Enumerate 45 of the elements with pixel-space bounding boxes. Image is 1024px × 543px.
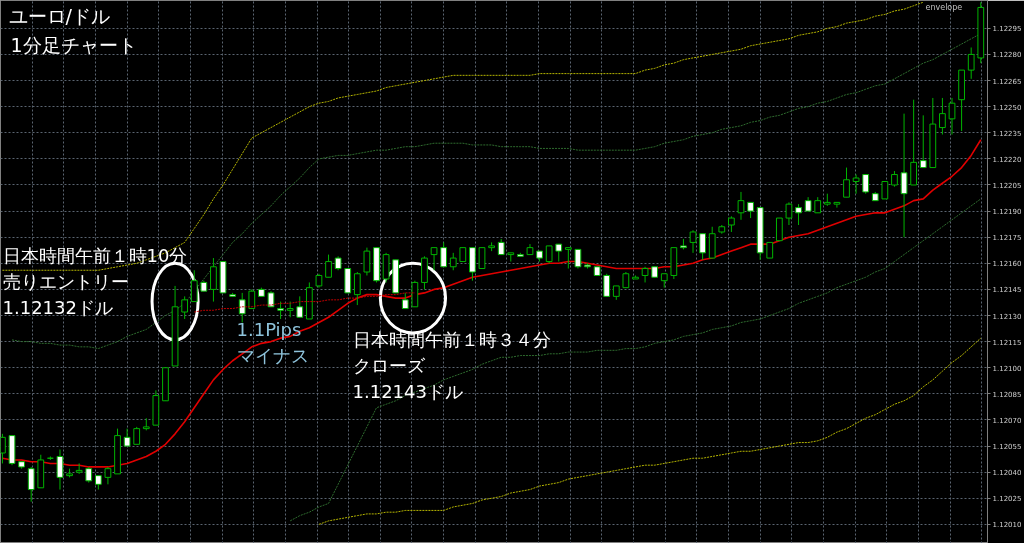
chart-title: ユーロ/ドル bbox=[8, 4, 110, 27]
annotation: envelope bbox=[925, 2, 963, 12]
candlestick bbox=[737, 191, 745, 221]
candlestick bbox=[689, 229, 697, 254]
candlestick bbox=[353, 271, 361, 306]
candlestick bbox=[210, 257, 217, 303]
candlestick bbox=[833, 201, 841, 209]
candlestick bbox=[325, 254, 332, 278]
candlestick bbox=[248, 288, 256, 310]
candlestick bbox=[919, 114, 927, 169]
candlestick bbox=[775, 217, 783, 242]
candlestick bbox=[948, 97, 956, 136]
candlestick bbox=[181, 295, 189, 320]
candlestick bbox=[967, 46, 975, 80]
candlestick bbox=[852, 174, 860, 195]
line-series bbox=[193, 292, 416, 313]
candlestick bbox=[699, 233, 706, 261]
candlestick bbox=[900, 113, 908, 238]
candlestick bbox=[430, 247, 438, 271]
candlestick bbox=[603, 273, 611, 297]
candlestick bbox=[440, 241, 448, 268]
candlestick bbox=[795, 203, 802, 226]
candlestick bbox=[478, 247, 486, 270]
candlestick bbox=[843, 167, 850, 198]
line-series bbox=[1, 1, 924, 271]
candlestick bbox=[939, 97, 946, 136]
annotation: 1.1Pips bbox=[236, 318, 302, 340]
annotation: クローズ bbox=[352, 354, 426, 376]
candlestick bbox=[574, 248, 582, 270]
candlestick bbox=[363, 247, 371, 276]
annotation: 1.12143ドル bbox=[352, 380, 463, 402]
candlestick bbox=[56, 449, 64, 491]
annotation: マイナス bbox=[236, 344, 309, 366]
candlestick bbox=[862, 174, 870, 195]
annotation: 売りエントリー bbox=[2, 270, 129, 292]
candlestick bbox=[238, 292, 246, 323]
text: 1分足チャート bbox=[10, 33, 137, 56]
candlestick bbox=[564, 247, 572, 270]
annotation: 1.12132ドル bbox=[2, 296, 113, 318]
candlestick bbox=[123, 428, 131, 447]
candlestick bbox=[785, 201, 793, 226]
candlestick bbox=[190, 269, 198, 303]
candlestick bbox=[910, 99, 918, 186]
candlestick bbox=[296, 295, 304, 318]
candlestick bbox=[27, 466, 35, 503]
